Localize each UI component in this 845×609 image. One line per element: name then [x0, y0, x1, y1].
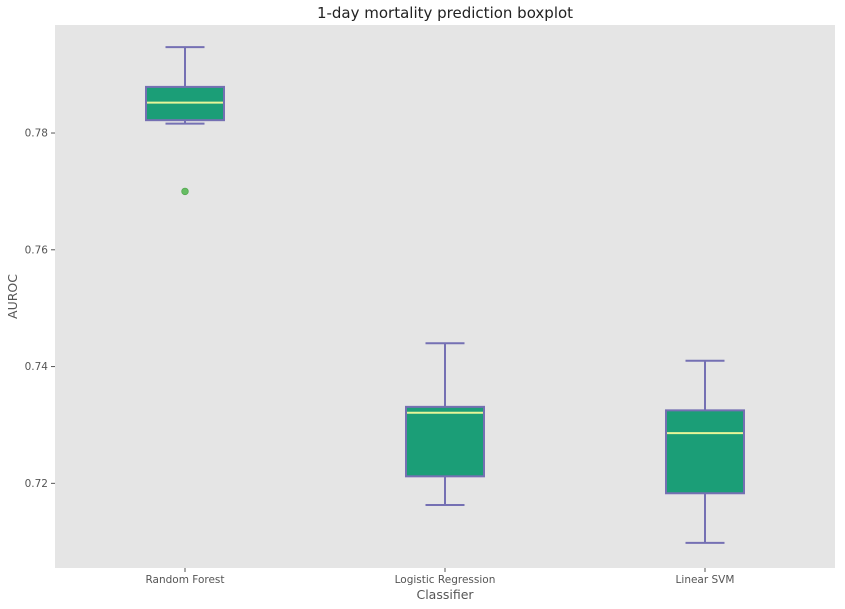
y-tick-label: 0.74 [25, 361, 49, 373]
box-logistic-regression [405, 342, 485, 506]
chart-title: 1-day mortality prediction boxplot [317, 4, 573, 22]
y-tick-label: 0.78 [25, 128, 48, 140]
x-tick-label: Random Forest [145, 574, 224, 586]
y-axis-label: AUROC [5, 274, 20, 319]
y-axis-ticks: 0.72 0.74 0.76 0.78 [25, 128, 55, 490]
x-axis-ticks: Random Forest Logistic Regression Linear S… [145, 568, 734, 586]
boxes-group [145, 46, 745, 544]
outlier-point [181, 187, 189, 196]
iqr-box [665, 409, 745, 495]
box-random-forest [145, 46, 225, 196]
y-tick-label: 0.72 [25, 478, 48, 490]
iqr-box [405, 405, 485, 478]
y-tick-label: 0.76 [25, 244, 49, 256]
x-tick-label: Logistic Regression [395, 574, 496, 586]
box-linear-svm [665, 359, 745, 544]
x-axis-label: Classifier [416, 587, 474, 602]
x-tick-label: Linear SVM [676, 574, 735, 586]
